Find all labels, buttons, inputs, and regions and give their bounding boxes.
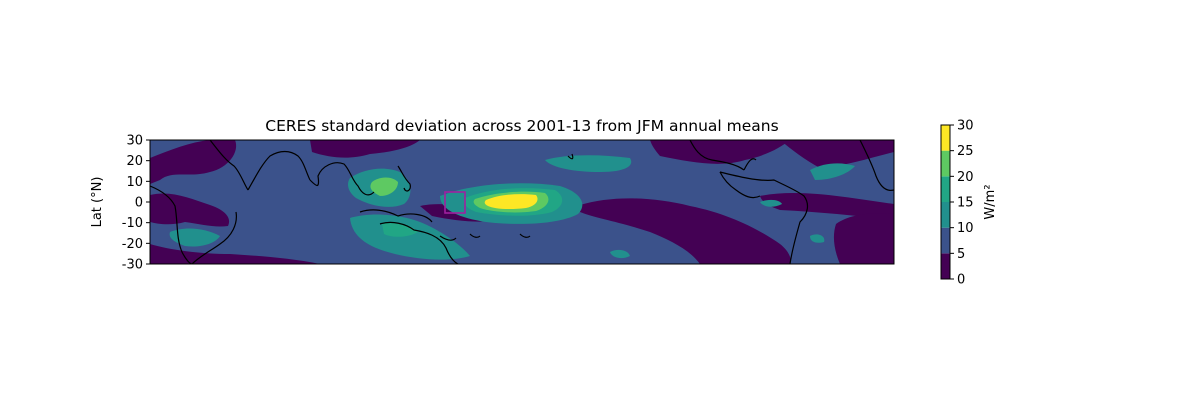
map-axes <box>149 139 895 265</box>
colorbar-segment <box>941 227 950 254</box>
y-tick-label: 10 <box>126 175 143 190</box>
y-tick-label: -10 <box>122 216 143 231</box>
y-axis-label: Lat (°N) <box>90 177 105 228</box>
colorbar-tick-label: 30 <box>957 119 974 134</box>
colorbar-tick-label: 15 <box>957 196 974 211</box>
colorbar-segment <box>941 253 950 279</box>
colorbar-label: W/m² <box>983 184 998 219</box>
y-tick-label: -30 <box>122 258 143 273</box>
y-axis: 30 20 10 0 -10 -20 -30 <box>122 134 150 273</box>
colorbar-segment <box>941 176 950 202</box>
colorbar-segment <box>941 202 950 228</box>
colorbar-tick-label: 10 <box>957 221 974 236</box>
colorbar-segment <box>941 150 950 177</box>
contour-level-0-5 <box>150 140 894 264</box>
y-tick-label: 20 <box>126 154 143 169</box>
colorbar: 30 25 20 15 10 5 0 <box>940 119 974 288</box>
y-tick-label: 30 <box>126 134 143 149</box>
y-tick-label: 0 <box>135 196 143 211</box>
y-tick-label: -20 <box>122 237 143 252</box>
chart-title: CERES standard deviation across 2001-13 … <box>265 117 778 135</box>
colorbar-tick-label: 5 <box>957 247 965 262</box>
colorbar-tick-label: 20 <box>957 170 974 185</box>
colorbar-segment <box>941 125 950 151</box>
colorbar-tick-label: 0 <box>957 273 965 288</box>
highlight-box <box>444 191 466 214</box>
contour-level-25-30 <box>484 194 538 210</box>
colorbar-tick-label: 25 <box>957 144 974 159</box>
coastlines <box>150 140 894 264</box>
